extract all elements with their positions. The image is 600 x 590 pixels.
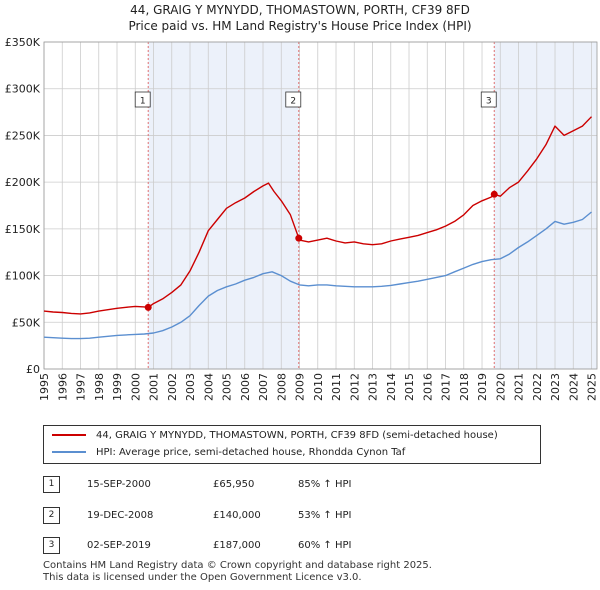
sale-marker-1 xyxy=(144,303,152,311)
sale-hpi-3: 60% ↑ HPI xyxy=(298,540,352,551)
y-tick-label-1: £50K xyxy=(12,316,41,329)
y-tick-label-7: £350K xyxy=(5,36,41,49)
x-tick-label-2022: 2022 xyxy=(531,373,544,401)
sale-date-3: 02-SEP-2019 xyxy=(87,540,151,551)
sale-label-1: 1 xyxy=(140,97,146,107)
y-tick-label-4: £200K xyxy=(5,176,41,189)
x-tick-label-2014: 2014 xyxy=(385,373,398,401)
x-tick-label-2019: 2019 xyxy=(476,373,489,401)
y-tick-label-0: £0 xyxy=(26,363,40,376)
footer-line-1: Contains HM Land Registry data © Crown c… xyxy=(43,560,432,571)
x-tick-label-1999: 1999 xyxy=(111,373,124,401)
price-chart: £0 £50K £100K £150K £200K £250K £300K £350K 1995… xyxy=(5,36,599,401)
x-tick-label-2013: 2013 xyxy=(367,373,380,401)
x-tick-label-2004: 2004 xyxy=(202,373,215,401)
x-tick-label-2009: 2009 xyxy=(294,373,307,401)
x-tick-label-1996: 1996 xyxy=(56,373,69,401)
plot-area xyxy=(43,41,598,370)
x-tick-label-2010: 2010 xyxy=(312,373,325,401)
sale-marker-3 xyxy=(490,190,498,198)
sale-price-3: £187,000 xyxy=(213,540,261,551)
x-tick-label-2002: 2002 xyxy=(166,373,179,401)
legend-label-hpi: HPI: Average price, semi-detached house,… xyxy=(96,447,406,458)
x-tick-label-2024: 2024 xyxy=(567,373,580,401)
sale-price-2: £140,000 xyxy=(213,510,261,521)
y-tick-label-2: £100K xyxy=(5,270,41,283)
sale-badge-2: 2 xyxy=(43,507,60,524)
x-tick-label-2018: 2018 xyxy=(458,373,471,401)
sale-badge-3: 3 xyxy=(43,537,60,554)
series-line-hpi xyxy=(43,211,592,340)
x-tick-label-2017: 2017 xyxy=(440,373,453,401)
footer-attribution: Contains HM Land Registry data © Crown c… xyxy=(43,560,432,584)
x-tick-label-2021: 2021 xyxy=(513,373,526,401)
legend-swatch-hpi xyxy=(52,451,86,453)
sale-badge-1: 1 xyxy=(43,476,60,493)
sale-label-box-3 xyxy=(480,91,497,108)
x-tick-label-1998: 1998 xyxy=(93,373,106,401)
sale-date-2: 19-DEC-2008 xyxy=(87,510,154,521)
y-tick-label-3: £150K xyxy=(5,223,41,236)
chart-legend: 44, GRAIG Y MYNYDD, THOMASTOWN, PORTH, C… xyxy=(43,425,541,464)
sale-hpi-1: 85% ↑ HPI xyxy=(298,479,352,490)
shaded-range-1 xyxy=(148,42,299,369)
sale-label-2: 2 xyxy=(290,97,296,107)
x-tick-label-2006: 2006 xyxy=(239,373,252,401)
x-tick-label-2007: 2007 xyxy=(257,373,270,401)
x-tick-label-2023: 2023 xyxy=(549,373,562,401)
sale-label-3: 3 xyxy=(486,97,492,107)
y-tick-label-6: £300K xyxy=(5,83,41,96)
shaded-range-2 xyxy=(494,42,597,369)
x-tick-label-2008: 2008 xyxy=(275,373,288,401)
sale-hpi-2: 53% ↑ HPI xyxy=(298,510,352,521)
x-tick-label-2001: 2001 xyxy=(148,373,161,401)
x-tick-label-2025: 2025 xyxy=(586,373,599,401)
x-tick-label-2005: 2005 xyxy=(221,373,234,401)
x-tick-label-2000: 2000 xyxy=(129,373,142,401)
x-tick-label-2020: 2020 xyxy=(494,373,507,401)
chart-subtitle: Price paid vs. HM Land Registry's House … xyxy=(128,19,472,33)
y-tick-label-5: £250K xyxy=(5,129,41,142)
x-tick-label-2011: 2011 xyxy=(330,373,343,401)
sale-price-1: £65,950 xyxy=(213,479,255,490)
sale-marker-2 xyxy=(295,234,303,242)
x-tick-label-2003: 2003 xyxy=(184,373,197,401)
sale-date-1: 15-SEP-2000 xyxy=(87,479,151,490)
legend-label-property: 44, GRAIG Y MYNYDD, THOMASTOWN, PORTH, C… xyxy=(96,430,498,441)
footer-line-2: This data is licensed under the Open Gov… xyxy=(43,572,362,583)
x-tick-label-2016: 2016 xyxy=(421,373,434,401)
legend-item-property: 44, GRAIG Y MYNYDD, THOMASTOWN, PORTH, C… xyxy=(52,428,498,444)
x-tick-label-2015: 2015 xyxy=(403,373,416,401)
x-tick-label-2012: 2012 xyxy=(348,373,361,401)
sale-label-box-2 xyxy=(285,91,302,108)
sale-label-box-1 xyxy=(134,91,151,108)
x-tick-label-1995: 1995 xyxy=(38,373,51,401)
x-tick-label-1997: 1997 xyxy=(75,373,88,401)
legend-item-hpi: HPI: Average price, semi-detached house,… xyxy=(52,445,405,461)
chart-title: 44, GRAIG Y MYNYDD, THOMASTOWN, PORTH, C… xyxy=(130,3,470,17)
legend-swatch-property xyxy=(52,434,86,436)
